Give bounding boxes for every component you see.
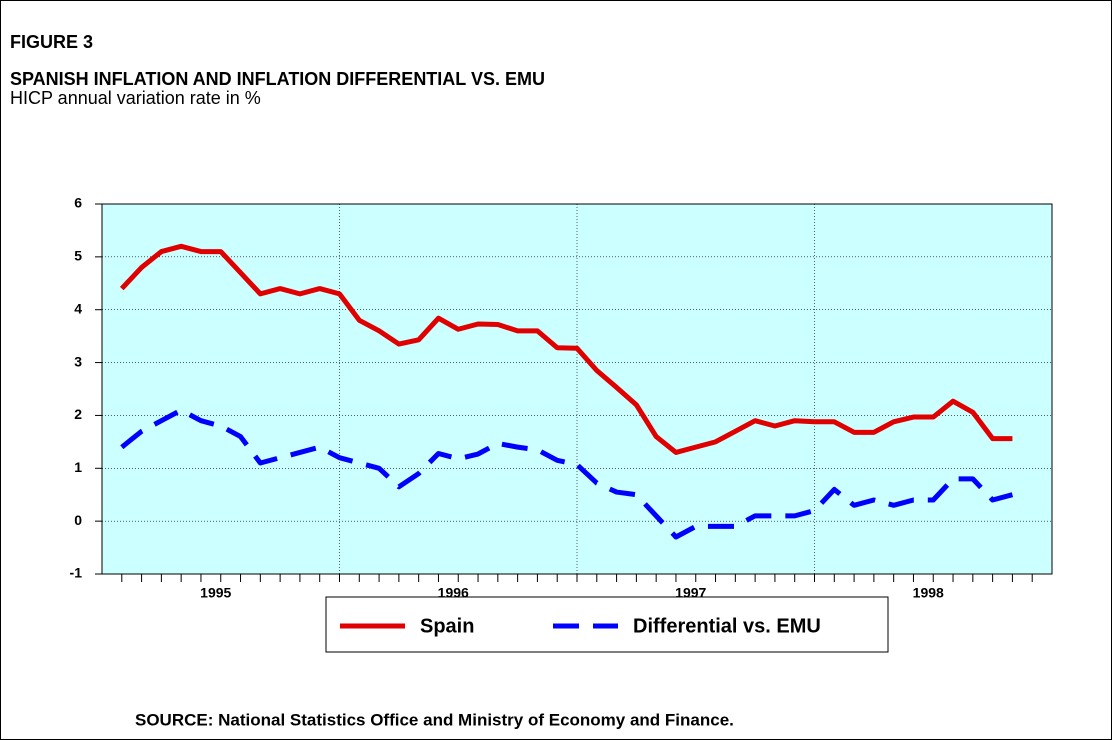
figure-label: FIGURE 3 xyxy=(10,32,93,52)
chart-subtitle: HICP annual variation rate in % xyxy=(10,88,261,108)
x-group-label: 1995 xyxy=(200,585,231,601)
y-tick-label: 6 xyxy=(74,195,82,211)
x-group-label: 1998 xyxy=(913,585,944,601)
y-tick-label: 5 xyxy=(74,248,82,264)
y-tick-label: -1 xyxy=(70,565,83,581)
y-tick-label: 2 xyxy=(74,406,82,422)
legend-label: Spain xyxy=(420,615,474,637)
plot-area xyxy=(101,203,1053,575)
source-note: SOURCE: National Statistics Office and M… xyxy=(135,710,734,729)
series-line xyxy=(119,243,1013,455)
series-line xyxy=(120,407,1014,540)
chart-title: SPANISH INFLATION AND INFLATION DIFFEREN… xyxy=(10,69,545,89)
y-tick-label: 1 xyxy=(74,459,82,475)
y-tick-label: 4 xyxy=(74,300,82,316)
legend-label: Differential vs. EMU xyxy=(633,615,821,637)
y-tick-label: 3 xyxy=(74,353,82,369)
y-tick-label: 0 xyxy=(74,512,82,528)
